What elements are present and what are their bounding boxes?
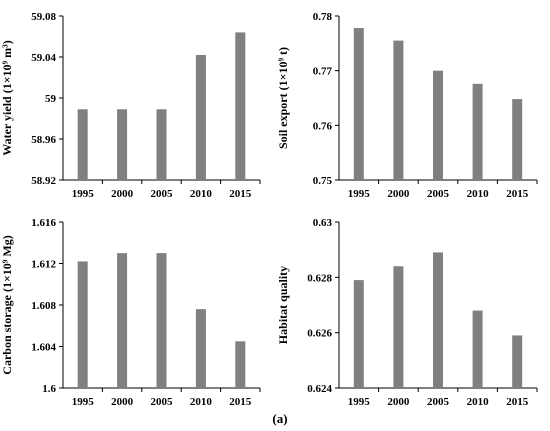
bar-2005 bbox=[156, 109, 167, 180]
bar-2000 bbox=[393, 266, 404, 388]
y-axis-label: Water yield (1×10⁹ m³) bbox=[0, 40, 14, 155]
x-tick-label: 2005 bbox=[427, 396, 450, 408]
x-tick-label: 2015 bbox=[229, 188, 252, 200]
chart-panel-1: 58.92 58.96 59 59.04 59.08 1995 2000 2005 2010 20… bbox=[0, 11, 261, 200]
bar-2000 bbox=[117, 109, 128, 180]
y-tick-label: 1.604 bbox=[31, 342, 56, 354]
chart-panel-3: 1.6 1.604 1.608 1.612 1.616 1995 2000 2005 2010 2… bbox=[0, 217, 261, 408]
bar-2015 bbox=[512, 99, 523, 180]
y-tick-label: 58.92 bbox=[31, 175, 56, 187]
y-tick-label: 1.612 bbox=[31, 259, 56, 271]
x-tick-label: 1995 bbox=[72, 396, 95, 408]
y-tick-label: 0.626 bbox=[307, 328, 332, 340]
y-axis-label: Habitat quality bbox=[276, 266, 290, 344]
y-axis-label: Soil export (1×10⁹ t) bbox=[276, 47, 290, 149]
bar-2005 bbox=[433, 70, 443, 180]
y-tick-label: 1.608 bbox=[31, 300, 56, 312]
bar-1995 bbox=[77, 109, 88, 180]
bar-2015 bbox=[512, 335, 523, 388]
x-tick-label: 2000 bbox=[387, 396, 410, 408]
bar-2000 bbox=[117, 253, 128, 388]
y-tick-label: 59 bbox=[45, 93, 57, 105]
bar-2010 bbox=[195, 309, 206, 388]
chart-panel-2: 0.75 0.76 0.77 0.78 1995 2000 2005 2010 2015 Soil… bbox=[276, 11, 538, 200]
y-tick-label: 59.04 bbox=[31, 52, 56, 64]
x-tick-label: 2000 bbox=[111, 188, 134, 200]
bar-2010 bbox=[472, 83, 483, 180]
y-tick-label: 58.96 bbox=[31, 134, 56, 146]
x-tick-label: 2000 bbox=[111, 396, 134, 408]
y-axis-label: Carbon storage (1×10⁹ Mg) bbox=[0, 235, 14, 374]
y-tick-label: 1.616 bbox=[31, 217, 56, 229]
bar-2015 bbox=[235, 341, 246, 388]
x-tick-label: 2015 bbox=[506, 396, 529, 408]
y-tick-label: 59.08 bbox=[31, 11, 56, 23]
x-tick-label: 2015 bbox=[506, 188, 529, 200]
y-tick-label: 0.628 bbox=[307, 272, 332, 284]
x-tick-label: 2000 bbox=[387, 188, 410, 200]
y-tick-label: 0.63 bbox=[313, 217, 333, 229]
bar-1995 bbox=[77, 261, 88, 388]
x-tick-label: 2005 bbox=[151, 188, 174, 200]
bar-1995 bbox=[353, 280, 364, 388]
y-tick-label: 0.624 bbox=[307, 383, 332, 395]
x-tick-label: 2010 bbox=[467, 396, 490, 408]
x-tick-label: 2010 bbox=[467, 188, 490, 200]
chart-panel-4: 0.624 0.626 0.628 0.63 1995 2000 2005 2010 2015 H… bbox=[276, 217, 538, 408]
y-tick-label: 0.76 bbox=[313, 120, 333, 132]
y-tick-label: 1.6 bbox=[42, 383, 56, 395]
y-tick-label: 0.78 bbox=[313, 11, 333, 23]
bar-2005 bbox=[156, 253, 167, 388]
y-tick-label: 0.75 bbox=[313, 175, 333, 187]
bar-2005 bbox=[433, 252, 443, 388]
figure-caption: (a) bbox=[272, 411, 287, 426]
x-tick-label: 2015 bbox=[229, 396, 252, 408]
bar-2010 bbox=[195, 54, 206, 181]
bar-2000 bbox=[393, 40, 404, 180]
x-tick-label: 2005 bbox=[151, 396, 174, 408]
x-tick-label: 2010 bbox=[190, 188, 213, 200]
x-tick-label: 1995 bbox=[348, 396, 371, 408]
x-tick-label: 2010 bbox=[190, 396, 213, 408]
bar-2015 bbox=[235, 32, 246, 181]
bar-2010 bbox=[472, 310, 483, 388]
x-tick-label: 1995 bbox=[348, 188, 371, 200]
x-tick-label: 2005 bbox=[427, 188, 450, 200]
x-tick-label: 1995 bbox=[72, 188, 95, 200]
y-tick-label: 0.77 bbox=[313, 66, 333, 78]
bar-1995 bbox=[353, 28, 364, 180]
